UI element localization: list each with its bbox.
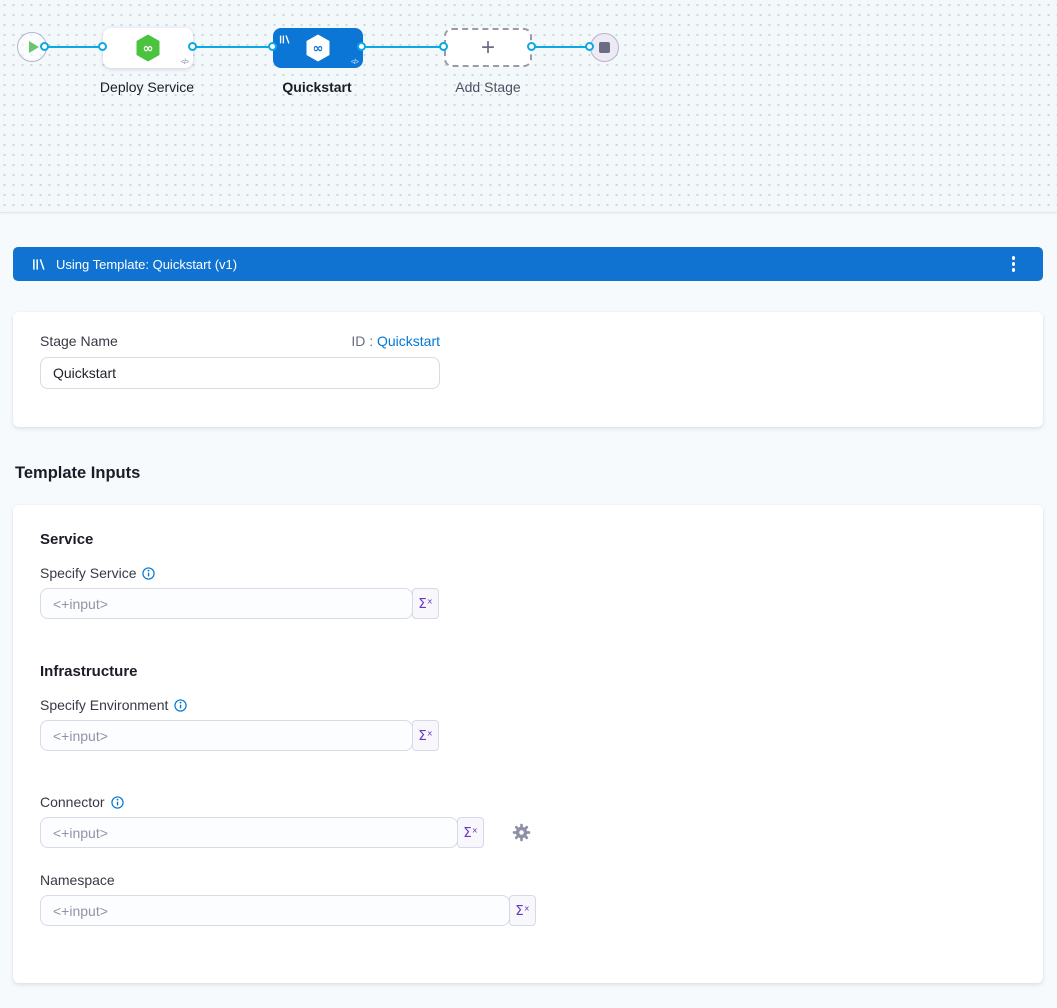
edge-deploy-quickstart	[192, 46, 274, 48]
pipeline-end-node	[590, 33, 619, 62]
expression-toggle-button[interactable]: Σˣ	[509, 895, 536, 926]
specify-service-label-text: Specify Service	[40, 565, 137, 581]
svg-text:∞: ∞	[313, 42, 324, 57]
info-icon[interactable]	[142, 566, 156, 580]
add-stage-button[interactable]: +	[444, 28, 532, 67]
node-port[interactable]	[188, 42, 197, 51]
code-toggle-icon[interactable]: </>	[180, 59, 189, 66]
info-icon[interactable]	[110, 795, 124, 809]
stage-id-link[interactable]: Quickstart	[376, 333, 440, 349]
namespace-input[interactable]	[40, 895, 510, 926]
stage-name-label: Stage Name	[40, 333, 118, 349]
edge-addstage-end	[531, 46, 591, 48]
namespace-label-text: Namespace	[40, 872, 115, 888]
node-label-add-stage: Add Stage	[455, 79, 521, 95]
specify-service-input-group: Σˣ	[40, 588, 1043, 619]
harness-cd-icon-selected: ∞	[304, 33, 332, 63]
pipeline-canvas[interactable]: ∞ </> ∞ </> + Deploy Service Quickstart …	[0, 0, 1057, 213]
gear-icon[interactable]	[512, 823, 531, 842]
banner-menu-button[interactable]	[1000, 252, 1028, 276]
specify-service-input[interactable]	[40, 588, 413, 619]
info-icon[interactable]	[174, 698, 188, 712]
edge-start-deploy	[46, 46, 103, 48]
template-library-icon	[32, 258, 45, 271]
edge-quickstart-addstage	[361, 46, 445, 48]
node-port[interactable]	[527, 42, 536, 51]
stage-node-quickstart[interactable]: ∞ </>	[273, 28, 363, 68]
node-label-deploy-service: Deploy Service	[99, 79, 195, 95]
connector-input[interactable]	[40, 817, 458, 848]
node-port[interactable]	[40, 42, 49, 51]
connector-input-group: Σˣ	[40, 817, 1043, 848]
harness-cd-icon: ∞	[134, 33, 162, 63]
specify-environment-input-group: Σˣ	[40, 720, 1043, 751]
connector-label: Connector	[40, 794, 1043, 810]
svg-text:∞: ∞	[143, 42, 154, 57]
stage-name-input[interactable]	[40, 357, 440, 389]
service-section-heading: Service	[40, 531, 94, 548]
expression-toggle-button[interactable]: Σˣ	[412, 588, 439, 619]
stop-icon	[599, 42, 610, 53]
node-port[interactable]	[439, 42, 448, 51]
specify-environment-input[interactable]	[40, 720, 413, 751]
node-port[interactable]	[357, 42, 366, 51]
play-icon	[29, 41, 39, 53]
plus-icon: +	[480, 33, 495, 61]
template-inputs-heading: Template Inputs	[15, 464, 141, 482]
node-port[interactable]	[268, 42, 277, 51]
stage-id: ID : Quickstart	[351, 333, 440, 349]
infrastructure-section-heading: Infrastructure	[40, 663, 138, 680]
namespace-input-group: Σˣ	[40, 895, 1043, 926]
using-template-banner: Using Template: Quickstart (v1)	[13, 247, 1043, 281]
specify-environment-label: Specify Environment	[40, 697, 1043, 713]
node-port[interactable]	[585, 42, 594, 51]
expression-toggle-button[interactable]: Σˣ	[457, 817, 484, 848]
stage-name-card: Stage Name ID : Quickstart	[13, 312, 1043, 427]
stage-node-deploy-service[interactable]: ∞ </>	[103, 28, 193, 68]
code-toggle-icon[interactable]: </>	[350, 59, 359, 66]
template-badge-icon	[279, 32, 290, 50]
expression-toggle-button[interactable]: Σˣ	[412, 720, 439, 751]
stage-id-prefix: ID :	[351, 333, 374, 349]
connector-label-text: Connector	[40, 794, 105, 810]
node-port[interactable]	[98, 42, 107, 51]
namespace-label: Namespace	[40, 872, 1043, 888]
banner-text: Using Template: Quickstart (v1)	[56, 256, 238, 272]
specify-environment-label-text: Specify Environment	[40, 697, 169, 713]
specify-service-label: Specify Service	[40, 565, 1043, 581]
template-inputs-card: Service Specify Service Σˣ Infrastructur…	[13, 505, 1043, 983]
node-label-quickstart: Quickstart	[282, 79, 352, 95]
